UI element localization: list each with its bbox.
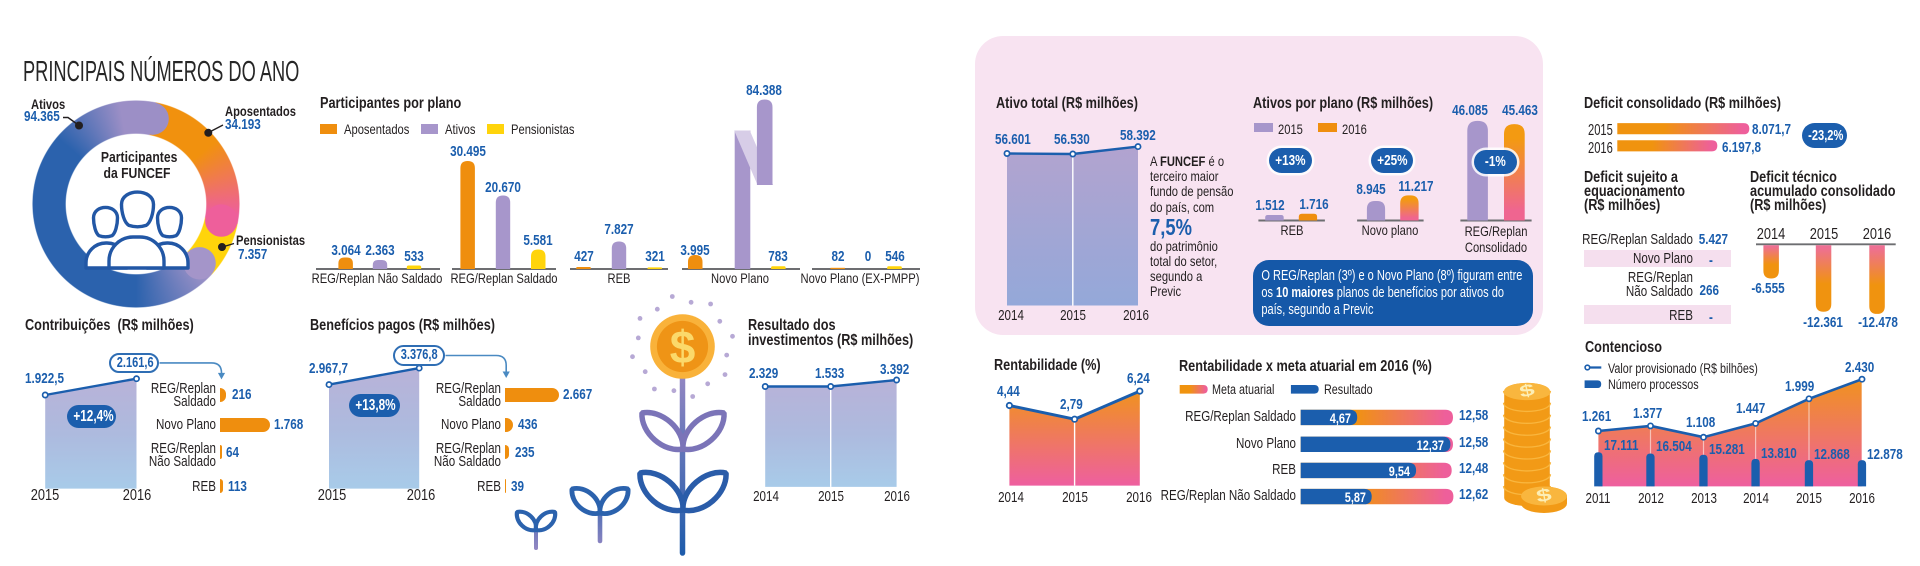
svg-text:$: $ <box>1535 484 1554 507</box>
svg-text:$: $ <box>1518 380 1537 401</box>
svg-text:$: $ <box>670 321 696 373</box>
